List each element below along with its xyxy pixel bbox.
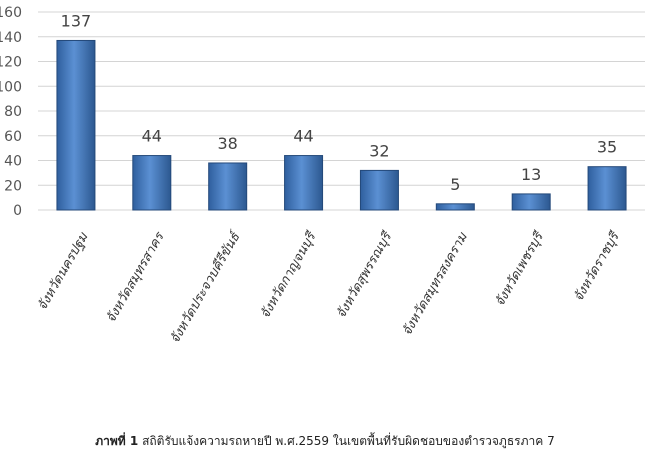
data-label: 44 xyxy=(142,127,162,146)
y-tick-label: 0 xyxy=(13,203,22,219)
y-tick-label: 100 xyxy=(0,79,22,95)
y-tick-label: 60 xyxy=(4,129,22,145)
bar-chart: 0 20 40 60 80 100 120 140 160 137 44 38 44 32 5 13 35 จ… xyxy=(0,5,645,346)
caption-text: สถิติรับแจ้งความรถหายปี พ.ศ.2559 ในเขตพื… xyxy=(142,434,555,448)
y-tick-label: 120 xyxy=(0,55,22,71)
bars xyxy=(56,39,627,211)
data-label: 137 xyxy=(61,11,92,30)
bar xyxy=(56,39,96,211)
x-tick-label: จังหวัดกาญจนบุรี xyxy=(257,228,320,321)
x-tick-label: จังหวัดสมุทรสาคร xyxy=(104,229,169,326)
y-axis-ticks: 0 20 40 60 80 100 120 140 160 xyxy=(0,5,22,219)
x-tick-label: จังหวัดเพชรบุรี xyxy=(492,228,548,309)
x-tick-label: จังหวัดสมุทรสงคราม xyxy=(400,229,472,338)
x-tick-label: จังหวัดสุพรรณบุรี xyxy=(333,228,396,321)
gridlines xyxy=(38,11,645,211)
bar xyxy=(132,155,172,211)
figure-caption: ภาพที่ 1 สถิติรับแจ้งความรถหายปี พ.ศ.255… xyxy=(0,432,650,451)
y-tick-label: 40 xyxy=(4,154,22,170)
data-label: 5 xyxy=(450,175,460,194)
data-label: 44 xyxy=(293,127,313,146)
x-axis-labels: จังหวัดนครปฐม จังหวัดสมุทรสาคร จังหวัดประจ… xyxy=(35,227,624,346)
x-tick-label: จังหวัดประจวบคีรีขันธ์ xyxy=(167,227,245,346)
y-tick-label: 80 xyxy=(4,104,22,120)
data-label: 35 xyxy=(597,138,617,157)
x-tick-label: จังหวัดนครปฐม xyxy=(35,229,92,313)
bar xyxy=(359,169,399,211)
data-label: 13 xyxy=(521,165,541,184)
bar xyxy=(208,162,248,211)
y-tick-label: 160 xyxy=(0,5,22,21)
bar xyxy=(511,193,551,211)
caption-label: ภาพที่ 1 xyxy=(95,434,139,448)
bar xyxy=(587,166,627,211)
data-label: 38 xyxy=(218,134,238,153)
bar xyxy=(284,155,324,211)
data-labels: 137 44 38 44 32 5 13 35 xyxy=(61,11,618,193)
y-tick-label: 20 xyxy=(4,178,22,194)
bar xyxy=(435,203,475,211)
data-label: 32 xyxy=(369,141,389,160)
x-tick-label: จังหวัดราชบุรี xyxy=(570,228,623,304)
y-tick-label: 140 xyxy=(0,30,22,46)
